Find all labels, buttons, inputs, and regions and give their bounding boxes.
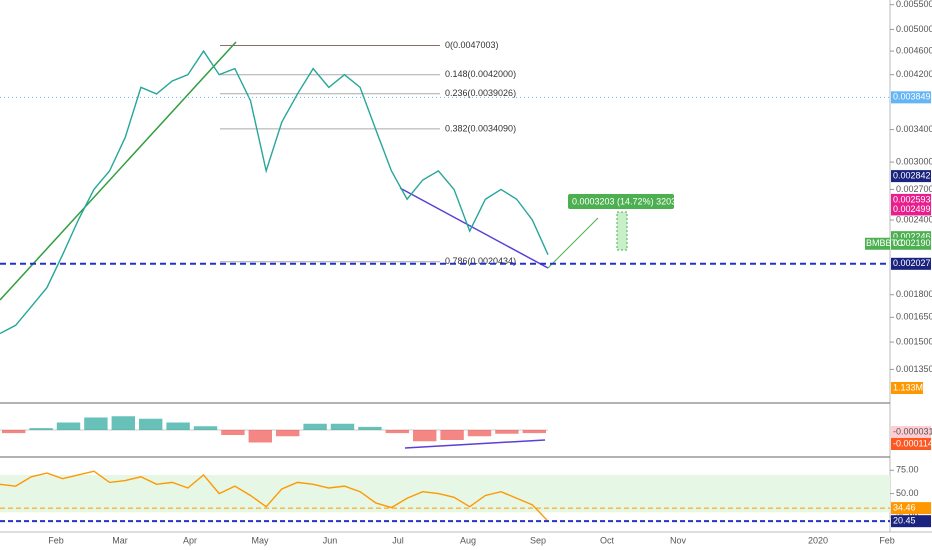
price-badge-label: 20.45 (893, 516, 916, 526)
macd-bar (385, 430, 409, 434)
macd-bar (84, 417, 108, 430)
x-tick-label: Jul (392, 535, 404, 545)
macd-bar (303, 423, 327, 430)
macd-bar (166, 422, 190, 430)
price-badge-label: 0.0024997 (893, 204, 932, 214)
x-tick-label: Apr (183, 535, 197, 545)
macd-bar (139, 418, 163, 430)
x-tick-label: Jun (323, 535, 338, 545)
fib-label: 0.786(0.0020434) (445, 256, 516, 266)
x-tick-label: Sep (530, 535, 546, 545)
macd-bar (276, 430, 300, 437)
projection-label: 0.0003203 (14.72%) 3203 (572, 196, 676, 206)
price-badge (891, 237, 931, 250)
x-tick-label: Nov (670, 535, 687, 545)
trend-line (399, 187, 549, 269)
symbol-badge (865, 237, 890, 250)
macd-bar (522, 430, 546, 434)
price-badge-label: 0.0020275 (893, 258, 932, 268)
macd-bar (467, 430, 492, 437)
macd-bar (440, 430, 464, 440)
fib-label: 0.236(0.0039026) (445, 88, 516, 98)
projection-arrow (547, 217, 599, 269)
macd-bar (221, 430, 245, 435)
x-tick-label: Feb (879, 535, 895, 545)
y-tick-label: 75.00 (896, 465, 919, 475)
x-tick-label: Feb (48, 535, 64, 545)
x-tick-label: Aug (460, 535, 476, 545)
macd-bar (358, 426, 382, 430)
projection-badge (568, 194, 674, 209)
macd-bar (413, 430, 437, 442)
price-badge-label: -0.0000313 (893, 426, 932, 436)
volume-badge (891, 382, 923, 394)
price-badge-label: 0.0028421 (893, 170, 932, 180)
price-badge (891, 193, 931, 206)
fib-label: 0.148(0.0042000) (445, 69, 516, 79)
y-tick-label: 0.0042000 (896, 69, 932, 79)
y-tick-label: 50.00 (896, 488, 919, 498)
price-badge-label: 0.0021903 (893, 238, 932, 248)
price-badge (891, 170, 931, 183)
macd-bar (111, 416, 135, 430)
price-badge-label: 0.0025934 (893, 194, 932, 204)
rsi-band (0, 474, 890, 513)
macd-bar (248, 430, 272, 443)
price-badge (891, 426, 931, 438)
macd-bar (193, 426, 218, 430)
fib-label: 0.382(0.0034090) (445, 123, 516, 133)
macd-bar (495, 430, 519, 434)
fib-label: 0(0.0047003) (445, 40, 499, 50)
price-badge (891, 502, 931, 515)
x-tick-label: May (251, 535, 269, 545)
volume-label: 1.133M (893, 382, 923, 392)
price-badge-label: 0.0022467 (893, 232, 932, 242)
price-badge (891, 438, 931, 450)
price-badge (891, 203, 931, 216)
projection-box (616, 211, 628, 251)
macd-bar (330, 423, 355, 430)
macd-bar (56, 422, 81, 430)
price-badge (891, 257, 931, 270)
price-line (0, 49, 549, 335)
price-badge-label: -0.0001143 (893, 438, 932, 448)
rsi-line (0, 470, 549, 522)
price-badge (891, 515, 931, 528)
trend-line (0, 41, 237, 301)
x-tick-label: 2020 (808, 535, 828, 545)
macd-bar (2, 430, 26, 434)
x-tick-label: Oct (600, 535, 615, 545)
price-badge-label: 34.46 (893, 502, 916, 512)
price-badge-label: 0.0038492 (893, 92, 932, 102)
x-tick-label: Mar (112, 535, 128, 545)
macd-bar (29, 428, 53, 430)
price-badge (891, 91, 931, 104)
trend-line (404, 439, 546, 449)
symbol-label: BMBBTC (866, 238, 904, 248)
